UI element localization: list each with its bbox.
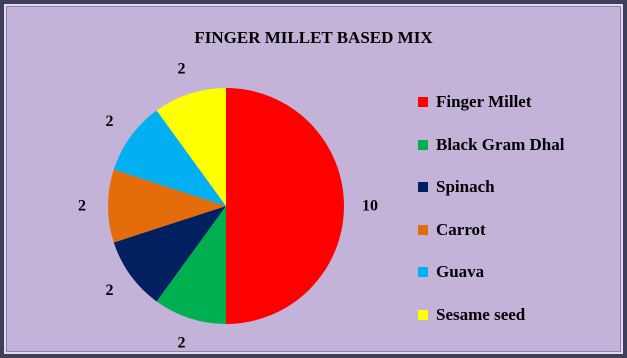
legend-swatch-guava [418,267,428,277]
legend-swatch-sesame-seed [418,309,428,320]
legend-label-carrot: Carrot [436,219,486,239]
legend-label-spinach: Spinach [436,177,495,196]
legend-label-black-gram-dhal: Black Gram Dhal [436,134,565,154]
legend-swatch-black-gram-dhal [418,139,428,150]
legend-item-spinach: Spinach [418,173,564,201]
data-label-guava: 2 [106,113,114,130]
legend-item-carrot: Carrot [418,216,564,244]
legend-swatch-carrot [418,224,428,235]
chart-area: FINGER MILLET BASED MIX Finger Millet Bl… [4,4,623,354]
legend-swatch-spinach [418,182,428,192]
data-label-carrot: 2 [78,198,86,215]
legend-swatch-finger-millet [418,97,428,107]
legend-label-sesame-seed: Sesame seed [436,304,526,324]
chart-title: FINGER MILLET BASED MIX [194,28,433,47]
data-label-finger-millet: 10 [362,198,378,215]
legend-item-black-gram-dhal: Black Gram Dhal [418,131,564,159]
data-label-sesame-seed: 2 [178,61,186,78]
pie-slice-finger-millet [226,88,344,324]
pie-slice-sesame-seed [156,88,226,206]
data-label-spinach: 2 [106,282,114,299]
legend-label-guava: Guava [436,262,485,281]
pie-slice-black-gram-dhal [156,206,226,324]
legend-item-guava: Guava [418,258,564,286]
legend-item-finger-millet: Finger Millet [418,88,564,116]
pie-slice-carrot [108,169,226,243]
pie-slice-spinach [113,206,226,302]
data-label-black-gram-dhal: 2 [178,334,186,351]
legend-label-finger-millet: Finger Millet [436,92,532,111]
pie-slice-guava [113,110,226,206]
legend: Finger Millet Black Gram Dhal Spinach Ca… [418,88,564,343]
legend-item-sesame-seed: Sesame seed [418,301,564,329]
